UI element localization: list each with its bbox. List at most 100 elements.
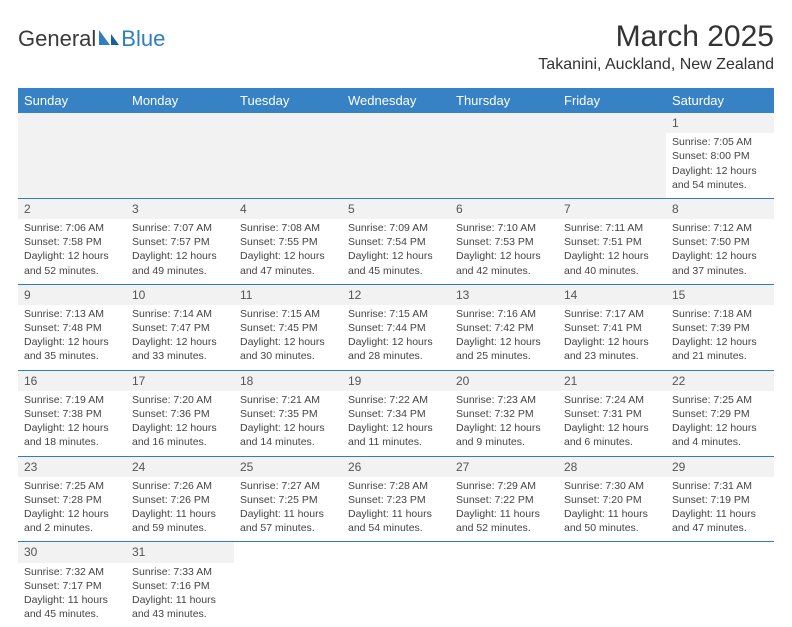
day-sunset: Sunset: 7:57 PM xyxy=(132,235,228,249)
sail-icon xyxy=(98,26,120,52)
day-sunrise: Sunrise: 7:15 AM xyxy=(240,307,336,321)
brand-part1: General xyxy=(18,26,96,52)
weekday-header: Tuesday xyxy=(234,88,342,113)
day-day1: Daylight: 11 hours xyxy=(24,593,120,607)
day-day1: Daylight: 11 hours xyxy=(564,507,660,521)
weekday-header: Wednesday xyxy=(342,88,450,113)
day-sunrise: Sunrise: 7:32 AM xyxy=(24,565,120,579)
day-day2: and 54 minutes. xyxy=(348,521,444,535)
location: Takanini, Auckland, New Zealand xyxy=(538,56,774,74)
day-sunset: Sunset: 7:35 PM xyxy=(240,407,336,421)
empty-cell xyxy=(450,113,558,198)
day-cell: 29 Sunrise: 7:31 AMSunset: 7:19 PMDayligh… xyxy=(666,456,774,542)
day-cell: 17Sunrise: 7:20 AMSunset: 7:36 PMDayligh… xyxy=(126,370,234,456)
day-number: 10 xyxy=(126,285,234,305)
day-cell: 27Sunrise: 7:29 AMSunset: 7:22 PMDayligh… xyxy=(450,456,558,542)
day-sunset: Sunset: 7:42 PM xyxy=(456,321,552,335)
day-day1: Daylight: 12 hours xyxy=(24,335,120,349)
header: General Blue March 2025 Takanini, Aucklan… xyxy=(18,20,774,80)
day-day2: and 35 minutes. xyxy=(24,349,120,363)
day-sunset: Sunset: 7:39 PM xyxy=(672,321,768,335)
day-day2: and 30 minutes. xyxy=(240,349,336,363)
empty-cell xyxy=(18,113,126,198)
day-day2: and 43 minutes. xyxy=(132,607,228,621)
day-number: 16 xyxy=(18,371,126,391)
day-day2: and 52 minutes. xyxy=(456,521,552,535)
day-day2: and 57 minutes. xyxy=(240,521,336,535)
day-cell: 12Sunrise: 7:15 AMSunset: 7:44 PMDayligh… xyxy=(342,284,450,370)
day-cell: 30Sunrise: 7:32 AMSunset: 7:17 PMDayligh… xyxy=(18,542,126,627)
day-day1: Daylight: 12 hours xyxy=(456,249,552,263)
day-cell: 5Sunrise: 7:09 AMSunset: 7:54 PMDaylight… xyxy=(342,198,450,284)
day-number: 29 xyxy=(666,457,774,477)
day-number: 25 xyxy=(234,457,342,477)
day-day1: Daylight: 12 hours xyxy=(456,335,552,349)
day-sunrise: Sunrise: 7:15 AM xyxy=(348,307,444,321)
day-cell: 13Sunrise: 7:16 AMSunset: 7:42 PMDayligh… xyxy=(450,284,558,370)
day-day2: and 42 minutes. xyxy=(456,264,552,278)
day-sunrise: Sunrise: 7:11 AM xyxy=(564,221,660,235)
day-day2: and 49 minutes. xyxy=(132,264,228,278)
week-row: 9Sunrise: 7:13 AMSunset: 7:48 PMDaylight… xyxy=(18,284,774,370)
brand-part2: Blue xyxy=(121,26,165,52)
day-day2: and 23 minutes. xyxy=(564,349,660,363)
weekday-header: Friday xyxy=(558,88,666,113)
day-number: 28 xyxy=(558,457,666,477)
day-sunset: Sunset: 7:55 PM xyxy=(240,235,336,249)
day-day2: and 6 minutes. xyxy=(564,435,660,449)
empty-cell xyxy=(666,542,774,627)
week-row: 2Sunrise: 7:06 AMSunset: 7:58 PMDaylight… xyxy=(18,198,774,284)
day-number: 14 xyxy=(558,285,666,305)
day-sunset: Sunset: 7:22 PM xyxy=(456,493,552,507)
day-day1: Daylight: 12 hours xyxy=(672,335,768,349)
day-number: 21 xyxy=(558,371,666,391)
day-day1: Daylight: 12 hours xyxy=(672,164,768,178)
day-sunset: Sunset: 7:25 PM xyxy=(240,493,336,507)
day-day1: Daylight: 11 hours xyxy=(456,507,552,521)
day-sunset: Sunset: 7:19 PM xyxy=(672,493,768,507)
weekday-header: Sunday xyxy=(18,88,126,113)
title-block: March 2025 Takanini, Auckland, New Zeala… xyxy=(538,20,774,80)
day-number: 3 xyxy=(126,199,234,219)
day-sunrise: Sunrise: 7:14 AM xyxy=(132,307,228,321)
day-sunset: Sunset: 7:50 PM xyxy=(672,235,768,249)
weekday-header: Thursday xyxy=(450,88,558,113)
day-day1: Daylight: 12 hours xyxy=(348,335,444,349)
day-cell: 28Sunrise: 7:30 AMSunset: 7:20 PMDayligh… xyxy=(558,456,666,542)
day-sunrise: Sunrise: 7:12 AM xyxy=(672,221,768,235)
day-sunset: Sunset: 7:41 PM xyxy=(564,321,660,335)
day-number: 12 xyxy=(342,285,450,305)
day-sunset: Sunset: 7:51 PM xyxy=(564,235,660,249)
day-number: 24 xyxy=(126,457,234,477)
day-number: 9 xyxy=(18,285,126,305)
day-sunrise: Sunrise: 7:21 AM xyxy=(240,393,336,407)
empty-cell xyxy=(558,542,666,627)
day-number: 11 xyxy=(234,285,342,305)
day-day1: Daylight: 12 hours xyxy=(564,421,660,435)
day-day1: Daylight: 12 hours xyxy=(24,421,120,435)
empty-cell xyxy=(234,113,342,198)
day-sunrise: Sunrise: 7:33 AM xyxy=(132,565,228,579)
weekday-header: Saturday xyxy=(666,88,774,113)
day-day1: Daylight: 12 hours xyxy=(348,249,444,263)
day-sunrise: Sunrise: 7:18 AM xyxy=(672,307,768,321)
day-sunrise: Sunrise: 7:07 AM xyxy=(132,221,228,235)
day-sunset: Sunset: 7:45 PM xyxy=(240,321,336,335)
day-sunrise: Sunrise: 7:31 AM xyxy=(672,479,768,493)
day-sunset: Sunset: 7:47 PM xyxy=(132,321,228,335)
day-number: 18 xyxy=(234,371,342,391)
day-number: 4 xyxy=(234,199,342,219)
day-sunset: Sunset: 7:53 PM xyxy=(456,235,552,249)
day-sunrise: Sunrise: 7:05 AM xyxy=(672,135,768,149)
day-sunrise: Sunrise: 7:25 AM xyxy=(24,479,120,493)
day-day2: and 21 minutes. xyxy=(672,349,768,363)
weekday-header: Monday xyxy=(126,88,234,113)
day-day2: and 47 minutes. xyxy=(672,521,768,535)
day-sunrise: Sunrise: 7:25 AM xyxy=(672,393,768,407)
day-day1: Daylight: 12 hours xyxy=(132,335,228,349)
day-day2: and 54 minutes. xyxy=(672,178,768,192)
day-sunset: Sunset: 7:16 PM xyxy=(132,579,228,593)
day-day1: Daylight: 11 hours xyxy=(240,507,336,521)
day-day1: Daylight: 11 hours xyxy=(672,507,768,521)
day-cell: 15Sunrise: 7:18 AMSunset: 7:39 PMDayligh… xyxy=(666,284,774,370)
